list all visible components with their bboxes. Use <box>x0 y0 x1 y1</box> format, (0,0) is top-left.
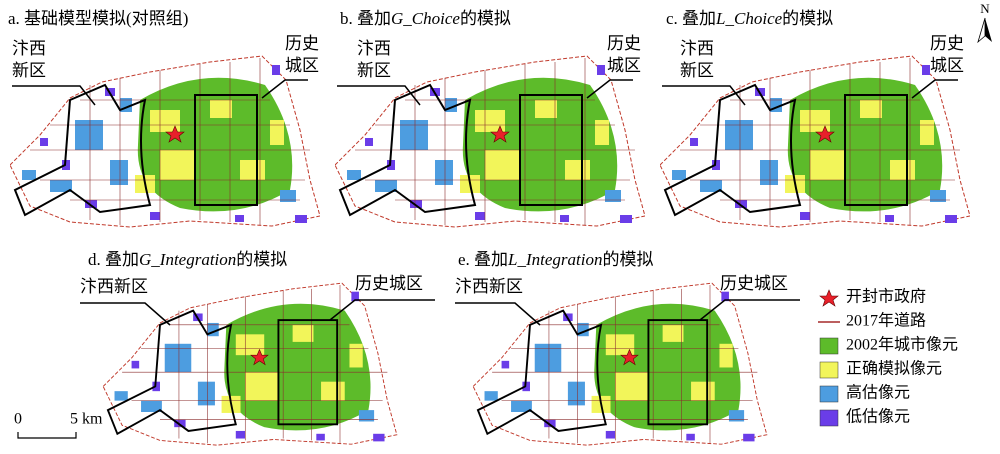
district-label: 历史城区 <box>355 274 423 293</box>
district-label: 城区 <box>930 56 964 75</box>
legend-label: 正确模拟像元 <box>846 360 942 378</box>
panel-title: b. 叠加G_Choice的模拟 <box>340 9 511 28</box>
leader-line <box>12 85 96 106</box>
map-panel: a. 基础模型模拟(对照组) 汴西新区 历史城区 <box>8 9 320 228</box>
district-label: 城区 <box>607 56 641 75</box>
legend-label: 低估像元 <box>846 408 910 426</box>
map-image <box>660 55 970 228</box>
panel-title: a. 基础模型模拟(对照组) <box>8 9 188 28</box>
legend-swatch <box>819 337 839 355</box>
title-part: a. 基础模型模拟(对照组) <box>8 9 188 28</box>
leader-line <box>586 79 633 99</box>
title-part: G_Integration <box>139 250 236 269</box>
district-label: 汴西 <box>357 39 391 58</box>
district-label: 新区 <box>357 61 391 80</box>
map-image <box>335 55 645 228</box>
leader-line <box>329 299 435 321</box>
leader-line <box>662 85 746 106</box>
district-label: 新区 <box>12 61 46 80</box>
panel-title: e. 叠加L_Integration的模拟 <box>458 250 654 269</box>
title-part: 的模拟 <box>236 250 287 269</box>
legend-label: 高估像元 <box>846 384 910 402</box>
title-part: 的模拟 <box>460 9 511 28</box>
leader-line <box>261 79 308 99</box>
district-label: 城区 <box>285 56 319 75</box>
north-arrow: N <box>977 1 992 44</box>
north-arrow-shape <box>977 17 986 44</box>
legend-label: 2002年城市像元 <box>846 336 958 354</box>
map-image <box>102 282 398 447</box>
district-label: 历史 <box>285 34 319 53</box>
legend-swatch <box>819 409 839 427</box>
title-part: b. 叠加 <box>340 9 391 28</box>
title-part: L_Integration <box>507 250 602 269</box>
district-label: 历史 <box>607 34 641 53</box>
district-label: 历史 <box>930 34 964 53</box>
legend-swatch <box>819 361 839 379</box>
district-label: 汴西新区 <box>455 277 523 296</box>
legend-star <box>819 289 839 307</box>
leader-line <box>455 302 541 326</box>
district-label: 新区 <box>680 61 714 80</box>
title-part: 的模拟 <box>603 250 654 269</box>
north-arrow-shape <box>985 18 992 42</box>
legend-label: 开封市政府 <box>846 288 926 306</box>
panel-title: c. 叠加L_Choice的模拟 <box>666 9 833 28</box>
title-part: 的模拟 <box>782 9 833 28</box>
legend-label: 2017年道路 <box>846 312 926 330</box>
title-part: e. 叠加 <box>458 250 508 269</box>
map-image <box>472 282 768 447</box>
district-label: 汴西新区 <box>80 277 148 296</box>
map-image <box>10 55 320 228</box>
district-label: 汴西 <box>680 39 714 58</box>
district-label: 汴西 <box>12 39 46 58</box>
legend-swatch <box>819 385 839 403</box>
title-part: L_Choice <box>715 9 783 28</box>
scale-line <box>17 432 77 439</box>
panel-title: d. 叠加G_Integration的模拟 <box>88 250 287 269</box>
leader-line <box>337 85 421 106</box>
leader-line <box>699 299 800 321</box>
north-label: N <box>980 1 990 16</box>
title-part: G_Choice <box>391 9 460 28</box>
leader-line <box>911 79 958 99</box>
district-label: 历史城区 <box>720 274 788 293</box>
scale-bar: 0 5 km <box>14 411 103 439</box>
title-part: c. 叠加 <box>666 9 716 28</box>
leader-line <box>80 302 171 326</box>
scale-start: 0 <box>14 411 22 428</box>
scale-end: 5 km <box>70 411 103 428</box>
title-part: d. 叠加 <box>88 250 139 269</box>
